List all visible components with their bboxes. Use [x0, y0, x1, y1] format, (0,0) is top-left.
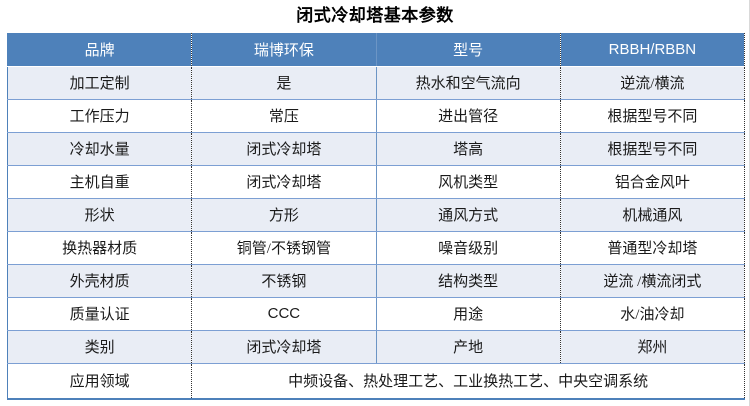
- table-row: 主机自重 闭式冷却塔 风机类型 铝合金风叶: [7, 165, 745, 199]
- param-name-cell: 进出管径: [376, 99, 561, 133]
- param-name-cell: 类别: [7, 330, 193, 364]
- param-name-cell: 外壳材质: [7, 264, 193, 298]
- spec-table-header: 品牌 瑞博环保 型号 RBBH/RBBN: [7, 33, 745, 67]
- param-name-cell: 风机类型: [376, 165, 561, 199]
- param-value-cell: 是: [191, 66, 377, 100]
- table-row: 加工定制是热水和空气流向 逆流/横流: [7, 66, 745, 100]
- page-title: 闭式冷却塔基本参数: [296, 6, 454, 25]
- param-value-cell: 根据型号不同: [560, 132, 745, 166]
- param-name-cell: 塔高: [376, 132, 561, 166]
- param-value-cell: 机械通风: [560, 198, 745, 232]
- header-cell-3: RBBH/RBBN: [560, 33, 745, 67]
- spec-table-body: 加工定制是热水和空气流向 逆流/横流 工作压力 常压 进出管径 根据型号不同 冷却水量 闭式冷…: [7, 66, 745, 400]
- param-name-cell: 用途: [376, 297, 561, 331]
- param-value-cell: 常压: [191, 99, 377, 133]
- param-name-cell: 质量认证: [7, 297, 193, 331]
- header-cell-1: 瑞博环保: [191, 33, 377, 67]
- param-value-cell: CCC: [191, 297, 377, 331]
- table-row: 换热器材质 铜管/不锈钢管 噪音级别 普通型冷却塔: [7, 231, 745, 265]
- param-value-cell: 铜管/不锈钢管: [191, 231, 377, 265]
- param-value-cell: 普通型冷却塔: [560, 231, 745, 265]
- header-cell-2: 型号: [376, 33, 561, 67]
- param-name-cell: 产地: [376, 330, 561, 364]
- header-cell-0: 品牌: [7, 33, 193, 67]
- param-value-cell: 铝合金风叶: [560, 165, 745, 199]
- param-value-cell: 中频设备、热处理工艺、工业换热工艺、中央空调系统: [191, 363, 745, 400]
- param-name-cell: 冷却水量: [7, 132, 193, 166]
- param-name-cell: 噪音级别: [376, 231, 561, 265]
- param-value-cell: 郑州: [560, 330, 745, 364]
- table-row: 类别 闭式冷却塔 产地 郑州: [7, 330, 745, 364]
- param-value-cell: 闭式冷却塔: [191, 132, 377, 166]
- param-name-cell: 工作压力: [7, 99, 193, 133]
- param-name-cell: 主机自重: [7, 165, 193, 199]
- param-name-cell: 形状: [7, 198, 193, 232]
- param-name-cell: 加工定制: [7, 66, 193, 100]
- param-name-cell: 结构类型: [376, 264, 561, 298]
- param-value-cell: 根据型号不同: [560, 99, 745, 133]
- param-value-cell: 闭式冷却塔: [191, 165, 377, 199]
- param-value-cell: 水/油冷却: [560, 297, 745, 331]
- param-name-cell: 通风方式: [376, 198, 561, 232]
- param-value-cell: 逆流/横流: [560, 66, 745, 100]
- header-row: 品牌 瑞博环保 型号 RBBH/RBBN: [7, 33, 745, 67]
- table-row: 应用领域 中频设备、热处理工艺、工业换热工艺、中央空调系统: [7, 363, 745, 400]
- table-row: 冷却水量 闭式冷却塔 塔高 根据型号不同: [7, 132, 745, 166]
- param-name-cell: 换热器材质: [7, 231, 193, 265]
- param-name-cell: 热水和空气流向: [376, 66, 561, 100]
- param-value-cell: 方形: [191, 198, 377, 232]
- param-value-cell: 逆流 /横流闭式: [560, 264, 745, 298]
- table-row: 工作压力 常压 进出管径 根据型号不同: [7, 99, 745, 133]
- param-value-cell: 闭式冷却塔: [191, 330, 377, 364]
- table-row: 质量认证 CCC 用途 水/油冷却: [7, 297, 745, 331]
- param-name-cell: 应用领域: [7, 363, 193, 400]
- spec-table: 品牌 瑞博环保 型号 RBBH/RBBN 加工定制是热水和空气流向 逆流/横流 工作压力常…: [7, 33, 745, 400]
- param-value-cell: 不锈钢: [191, 264, 377, 298]
- table-row: 外壳材质 不锈钢 结构类型 逆流 /横流闭式: [7, 264, 745, 298]
- table-row: 形状 方形 通风方式 机械通风: [7, 198, 745, 232]
